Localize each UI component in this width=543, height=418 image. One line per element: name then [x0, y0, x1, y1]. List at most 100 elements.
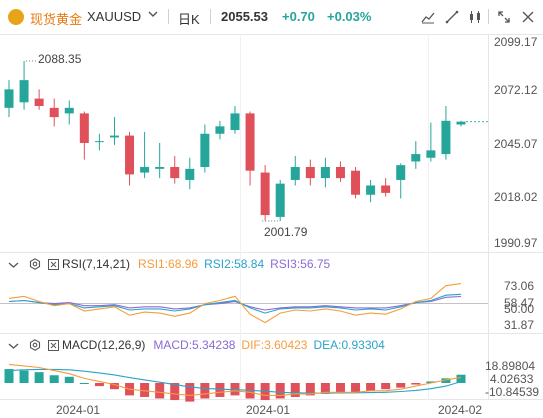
macd-histogram-bar: [34, 372, 44, 383]
close-square-icon[interactable]: [46, 338, 60, 352]
close-icon: [522, 11, 534, 23]
candle-body: [34, 98, 44, 107]
rsi1-value: RSI1:68.96: [138, 257, 199, 271]
macd-histogram-bar: [215, 383, 225, 397]
candle-body: [305, 167, 315, 179]
settings-gear-icon[interactable]: [28, 338, 42, 352]
rsi1-line: [8, 283, 462, 324]
collapse-icon[interactable]: [6, 257, 20, 271]
candle-body: [49, 107, 59, 118]
macd-legend: MACD(12,26,9) MACD:5.34238 DIF:3.60423 D…: [0, 335, 385, 355]
rsi-axis-label: 73.06: [504, 279, 535, 293]
price-axis-label: 2045.07: [494, 137, 538, 151]
divider: [488, 9, 489, 24]
rsi3-line: [8, 295, 462, 311]
settings-gear-icon[interactable]: [28, 257, 42, 271]
candle-body: [215, 126, 225, 134]
macd-histogram-bar: [305, 383, 315, 396]
macd-axis-label: -10.84539: [485, 385, 540, 399]
macd-histogram-bar: [320, 383, 330, 394]
candle-body: [275, 183, 285, 217]
candle-body: [19, 80, 29, 103]
rsi-legend: RSI(7,14,21) RSI1:68.96 RSI2:58.84 RSI3:…: [0, 254, 330, 274]
macd-histogram-bar: [335, 383, 345, 393]
candle-body: [4, 89, 14, 108]
time-axis-label: 2024-01: [246, 403, 291, 417]
rsi-axis-label: 31.87: [504, 318, 535, 332]
macd-histogram-bar: [441, 378, 451, 383]
dea-value: DEA:0.93304: [313, 338, 385, 352]
line-style-button[interactable]: [443, 8, 461, 26]
candle-body: [320, 167, 330, 179]
candle-body: [109, 135, 119, 138]
price-axis-label: 2099.17: [494, 35, 538, 49]
instrument-symbol[interactable]: XAUUSD: [87, 9, 142, 24]
macd-histogram-bar: [109, 383, 119, 390]
candle-body: [351, 170, 361, 195]
line-chart-button[interactable]: [419, 8, 437, 26]
high-price-annotation: 2088.35: [38, 52, 82, 66]
macd-axis-label: 18.89804: [485, 359, 536, 373]
macd-histogram-bar: [170, 383, 180, 401]
macd-histogram-bar: [200, 383, 210, 399]
gold-logo-icon: [8, 9, 24, 25]
price-axis-label: 1990.97: [494, 236, 538, 250]
macd-histogram-bar: [94, 383, 104, 387]
candle-style-button[interactable]: [466, 8, 484, 26]
candle-body: [140, 167, 150, 173]
price-axis-label: 2072.12: [494, 83, 538, 97]
macd-axis-label: 4.02633: [490, 372, 534, 386]
macd-histogram-bar: [456, 374, 466, 383]
time-axis-label: 2024-01: [56, 403, 101, 417]
candle-body: [335, 167, 345, 179]
line-chart-icon: [421, 12, 435, 24]
rsi-indicator-name: RSI(7,14,21): [62, 257, 131, 271]
macd-histogram-bar: [366, 383, 376, 391]
candle-body: [94, 141, 104, 143]
candle-body: [426, 150, 436, 158]
dif-value: DIF:3.60423: [241, 338, 308, 352]
rsi2-value: RSI2:58.84: [204, 257, 265, 271]
chart-header: 现货黄金 XAUUSD 日K 2055.53 +0.70 +0.03%: [0, 0, 543, 34]
macd-histogram-bar: [396, 383, 406, 388]
price-change: +0.70: [282, 9, 315, 24]
candle-body: [290, 167, 300, 180]
expand-icon: [498, 11, 510, 23]
candle-body: [366, 185, 376, 195]
close-square-icon[interactable]: [46, 257, 60, 271]
macd-histogram-bar: [79, 383, 89, 384]
line-style-icon: [445, 10, 459, 24]
period-selector[interactable]: 日K: [178, 12, 200, 27]
close-button[interactable]: [519, 8, 537, 26]
rsi-axis-label: 58.47: [504, 296, 535, 310]
candle-body: [200, 133, 210, 168]
macd-histogram-bar: [351, 383, 361, 393]
divider: [210, 9, 211, 24]
price-change-percent: +0.03%: [327, 9, 372, 24]
macd-indicator-name: MACD(12,26,9): [62, 338, 146, 352]
candle-body: [411, 154, 421, 162]
collapse-icon[interactable]: [6, 338, 20, 352]
macd-histogram-bar: [411, 383, 421, 385]
price-axis-label: 2018.02: [494, 190, 538, 204]
candle-style-icon: [470, 11, 480, 23]
macd-histogram-bar: [49, 375, 59, 383]
candle-body: [456, 121, 466, 125]
macd-histogram-bar: [4, 369, 14, 383]
expand-button[interactable]: [495, 8, 513, 26]
rsi3-value: RSI3:56.75: [270, 257, 331, 271]
macd-histogram-bar: [290, 383, 300, 397]
chevron-down-icon[interactable]: [148, 8, 158, 20]
instrument-title[interactable]: 现货黄金: [30, 12, 83, 27]
divider: [168, 9, 169, 24]
candle-body: [381, 185, 391, 193]
last-price: 2055.53: [221, 9, 268, 24]
macd-histogram-bar: [140, 383, 150, 397]
rsi2-line: [8, 293, 462, 314]
macd-histogram-bar: [64, 376, 74, 383]
macd-histogram-bar: [185, 383, 195, 402]
dif-line: [8, 363, 462, 396]
candle-body: [441, 120, 451, 155]
dea-line: [8, 368, 462, 394]
